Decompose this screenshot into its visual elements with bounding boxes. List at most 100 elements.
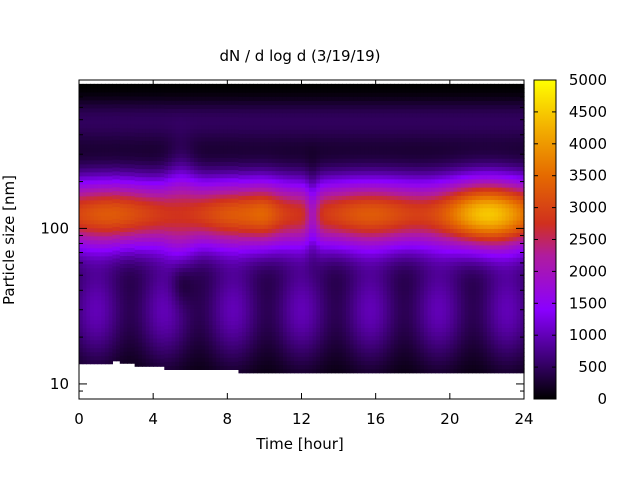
heatmap-cell: [97, 227, 102, 233]
heatmap-cell: [119, 219, 125, 225]
heatmap-cell: [208, 214, 214, 220]
heatmap-cell: [86, 291, 91, 297]
heatmap-cell: [79, 343, 84, 349]
heatmap-cell: [145, 333, 151, 339]
heatmap-cell: [301, 364, 306, 370]
heatmap-cell: [104, 83, 110, 89]
heatmap-cell: [323, 277, 329, 283]
heatmap-cell: [249, 240, 254, 246]
heatmap-cell: [123, 323, 128, 328]
heatmap-cell: [320, 265, 325, 271]
heatmap-cell: [290, 298, 295, 304]
heatmap-cell: [153, 273, 158, 279]
heatmap-cell: [179, 291, 184, 297]
heatmap-cell: [168, 340, 173, 346]
heatmap-cell: [212, 336, 217, 342]
heatmap-cell: [238, 306, 243, 312]
heatmap-cell: [297, 290, 303, 295]
heatmap-cell: [97, 251, 102, 257]
heatmap-cell: [275, 191, 280, 196]
heatmap-cell: [275, 215, 280, 221]
heatmap-cell: [127, 243, 132, 249]
heatmap-cell: [212, 357, 217, 362]
heatmap-cell: [268, 236, 273, 242]
heatmap-cell: [268, 339, 273, 345]
heatmap-cell: [182, 104, 188, 109]
heatmap-cell: [242, 100, 247, 106]
heatmap-cell: [227, 124, 232, 130]
heatmap-cell: [297, 314, 303, 320]
heatmap-cell: [338, 104, 343, 110]
heatmap-cell: [227, 157, 232, 162]
heatmap-cell: [282, 92, 288, 97]
heatmap-cell: [164, 324, 169, 330]
heatmap-cell: [186, 283, 191, 289]
heatmap-cell: [282, 149, 288, 155]
heatmap-cell: [156, 273, 162, 279]
heatmap-cell: [90, 235, 95, 241]
heatmap-cell: [305, 187, 310, 192]
heatmap-cell: [168, 242, 173, 248]
heatmap-cell: [127, 307, 132, 312]
heatmap-cell: [257, 224, 262, 229]
heatmap-cell: [197, 336, 202, 342]
heatmap-cell: [316, 211, 321, 217]
heatmap-cell: [323, 298, 329, 304]
heatmap-cell: [260, 112, 266, 118]
heatmap-cell: [208, 96, 214, 101]
heatmap-cell: [182, 320, 188, 326]
heatmap-cell: [175, 340, 180, 346]
heatmap-cell: [153, 313, 158, 319]
heatmap-cell: [134, 192, 139, 198]
heatmap-cell: [231, 242, 236, 248]
heatmap-cell: [149, 221, 154, 226]
heatmap-cell: [168, 177, 173, 183]
heatmap-cell: [301, 294, 306, 300]
heatmap-cell: [153, 168, 158, 174]
heatmap-cell: [168, 116, 173, 122]
heatmap-cell: [257, 356, 262, 361]
heatmap-cell: [130, 259, 136, 265]
heatmap-cell: [297, 137, 303, 143]
heatmap-cell: [294, 215, 299, 221]
heatmap-cell: [290, 269, 295, 275]
heatmap-cell: [219, 328, 225, 334]
heatmap-cell: [227, 222, 232, 228]
heatmap-cell: [164, 357, 169, 362]
heatmap-cell: [142, 196, 147, 202]
heatmap-cell: [186, 153, 191, 158]
heatmap-cell: [249, 228, 254, 234]
heatmap-cell: [286, 133, 291, 139]
heatmap-cell: [160, 358, 165, 363]
heatmap-cell: [201, 234, 206, 240]
heatmap-cell: [82, 211, 88, 217]
heatmap-cell: [268, 178, 273, 184]
heatmap-cell: [175, 120, 180, 126]
heatmap-cell: [234, 328, 240, 334]
heatmap-cell: [112, 352, 117, 358]
heatmap-cell: [130, 251, 136, 257]
heatmap-cell: [286, 158, 291, 163]
heatmap-cell: [205, 308, 210, 313]
heatmap-cell: [186, 267, 191, 273]
heatmap-cell: [234, 312, 240, 317]
heatmap-cell: [316, 286, 321, 291]
heatmap-cell: [290, 96, 295, 101]
heatmap-cell: [331, 149, 336, 155]
heatmap-cell: [238, 220, 243, 225]
heatmap-cell: [323, 347, 329, 353]
heatmap-cell: [231, 263, 236, 269]
heatmap-cell: [205, 238, 210, 244]
heatmap-cell: [182, 214, 188, 220]
heatmap-cell: [201, 332, 206, 338]
heatmap-cell: [282, 228, 288, 234]
heatmap-cell: [201, 247, 206, 252]
heatmap-cell: [123, 327, 128, 332]
heatmap-cell: [119, 191, 125, 197]
heatmap-cell: [171, 87, 177, 93]
heatmap-cell: [175, 361, 180, 366]
heatmap-cell: [156, 91, 162, 97]
heatmap-cell: [205, 226, 210, 232]
heatmap-cell: [297, 158, 303, 163]
heatmap-cell: [149, 99, 154, 105]
